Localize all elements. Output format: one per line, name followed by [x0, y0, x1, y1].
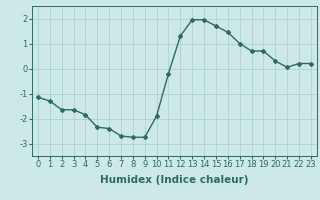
X-axis label: Humidex (Indice chaleur): Humidex (Indice chaleur) — [100, 175, 249, 185]
